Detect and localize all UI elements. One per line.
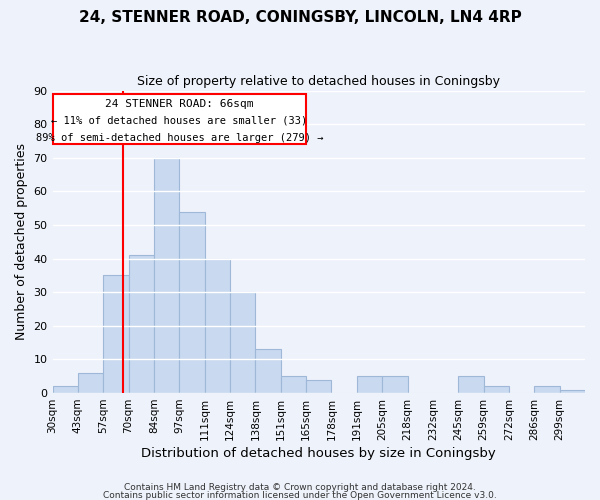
Bar [154,158,179,393]
Bar [53,386,78,393]
Bar [306,380,331,393]
Bar [179,212,205,393]
Text: 89% of semi-detached houses are larger (279) →: 89% of semi-detached houses are larger (… [35,132,323,142]
Title: Size of property relative to detached houses in Coningsby: Size of property relative to detached ho… [137,75,500,88]
Bar [103,276,128,393]
Bar [205,258,230,393]
Text: 24 STENNER ROAD: 66sqm: 24 STENNER ROAD: 66sqm [105,99,254,109]
Bar [382,376,407,393]
Bar [484,386,509,393]
Bar [281,376,306,393]
X-axis label: Distribution of detached houses by size in Coningsby: Distribution of detached houses by size … [142,447,496,460]
FancyBboxPatch shape [53,94,306,144]
Bar [256,350,281,393]
Text: 24, STENNER ROAD, CONINGSBY, LINCOLN, LN4 4RP: 24, STENNER ROAD, CONINGSBY, LINCOLN, LN… [79,10,521,25]
Bar [128,256,154,393]
Text: Contains HM Land Registry data © Crown copyright and database right 2024.: Contains HM Land Registry data © Crown c… [124,483,476,492]
Bar [230,292,256,393]
Bar [357,376,382,393]
Bar [560,390,585,393]
Bar [534,386,560,393]
Text: ← 11% of detached houses are smaller (33): ← 11% of detached houses are smaller (33… [51,116,307,126]
Text: Contains public sector information licensed under the Open Government Licence v3: Contains public sector information licen… [103,490,497,500]
Bar [78,373,103,393]
Y-axis label: Number of detached properties: Number of detached properties [15,144,28,340]
Bar [458,376,484,393]
